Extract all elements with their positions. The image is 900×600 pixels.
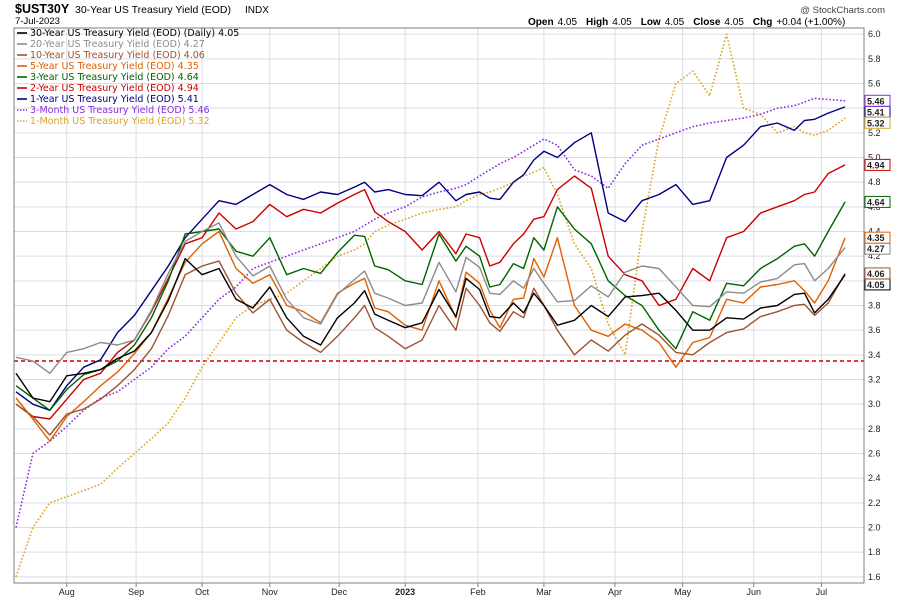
x-tick-label: Nov (262, 587, 279, 597)
legend-entry: 10-Year US Treasury Yield (EOD) 4.06 (30, 50, 205, 61)
y-tick-label: 6.0 (868, 29, 881, 39)
legend-entry: 5-Year US Treasury Yield (EOD) 4.35 (30, 61, 199, 72)
date-label: 7-Jul-2023 (15, 16, 60, 27)
y-tick-label: 2.2 (868, 498, 881, 508)
last-value-badge: 4.94 (864, 158, 891, 171)
y-tick-label: 5.8 (868, 54, 881, 64)
y-tick-label: 1.6 (868, 572, 881, 582)
x-tick-label: May (674, 587, 692, 597)
y-tick-label: 3.0 (868, 399, 881, 409)
x-tick-label: Mar (536, 587, 552, 597)
series-line-1 (15, 222, 846, 374)
legend: 30-Year US Treasury Yield (EOD) (Daily) … (17, 28, 239, 127)
ohlc-label: Open (528, 17, 554, 28)
y-tick-label: 3.6 (868, 325, 881, 335)
y-tick-label: 2.4 (868, 473, 881, 483)
last-value-badge: 5.46 (864, 94, 891, 107)
x-tick-label: Apr (608, 587, 622, 597)
last-value-badge: 4.64 (864, 195, 891, 208)
symbol-title: $UST30Y (15, 2, 70, 16)
last-value-text: 4.27 (867, 244, 885, 254)
y-tick-label: 2.8 (868, 424, 881, 434)
series-line-7 (15, 97, 846, 528)
legend-entry: 1-Month US Treasury Yield (EOD) 5.32 (30, 116, 210, 127)
last-value-text: 5.32 (867, 118, 885, 128)
series-line-3 (15, 230, 846, 442)
legend-entry: 20-Year US Treasury Yield (EOD) 4.27 (30, 39, 205, 50)
ohlc-readout: Open 4.05 High 4.05 Low 4.05 Close 4.05 Chg +0.04… (528, 17, 845, 28)
last-value-badges: 4.05 4.27 4.06 4.35 4.64 4.94 5.415.46 5.32 (864, 94, 891, 291)
ohlc-label: Low (641, 17, 661, 28)
x-axis-ticks: Aug Sep Oct Nov Dec 2023 Feb Mar Apr May Jun Jul (59, 583, 827, 597)
last-value-text: 4.35 (867, 233, 885, 243)
ohlc-value: 4.05 (612, 17, 632, 28)
last-value-text: 4.06 (867, 269, 885, 279)
symbol-name: 30-Year US Treasury Yield (EOD) (75, 4, 231, 16)
legend-entry: 3-Month US Treasury Yield (EOD) 5.46 (30, 105, 210, 116)
legend-entry: 2-Year US Treasury Yield (EOD) 4.94 (30, 83, 199, 94)
x-tick-label: Oct (195, 587, 210, 597)
last-value-text: 4.94 (867, 160, 885, 170)
y-tick-label: 1.8 (868, 547, 881, 557)
legend-entry: 30-Year US Treasury Yield (EOD) (Daily) … (30, 28, 239, 39)
legend-entry: 3-Year US Treasury Yield (EOD) 4.64 (30, 72, 199, 83)
last-value-text: 4.05 (867, 280, 885, 290)
y-tick-label: 4.8 (868, 177, 881, 187)
series-line-0 (15, 257, 846, 403)
y-tick-label: 5.0 (868, 153, 881, 163)
last-value-text: 4.64 (867, 197, 885, 207)
last-value-badge: 5.41 (864, 105, 891, 118)
ohlc-value: 4.05 (665, 17, 685, 28)
x-tick-label: Sep (128, 587, 144, 597)
ohlc-value: 4.05 (558, 17, 578, 28)
ohlc-value: 4.05 (724, 17, 744, 28)
last-value-badge: 5.32 (864, 116, 891, 129)
y-tick-label: 5.2 (868, 128, 881, 138)
y-axis-ticks: 1.61.82.02.22.42.62.83.03.23.43.63.84.04… (868, 29, 881, 582)
plot-frame (13, 27, 865, 584)
series-line-5 (15, 164, 846, 420)
exchange-label: INDX (245, 5, 269, 16)
x-tick-label: Aug (59, 587, 75, 597)
series-line-6 (15, 106, 846, 411)
ohlc-label: Close (693, 17, 721, 28)
ohlc-label: Chg (753, 17, 772, 28)
last-value-text: 5.46 (867, 96, 885, 106)
x-tick-label: 2023 (395, 587, 415, 597)
y-tick-label: 3.2 (868, 375, 881, 385)
y-tick-label: 4.4 (868, 227, 881, 237)
y-tick-label: 3.8 (868, 301, 881, 311)
series-line-8 (15, 33, 846, 578)
legend-entry: 1-Year US Treasury Yield (EOD) 5.41 (30, 94, 199, 105)
x-tick-label: Dec (331, 587, 348, 597)
last-value-badge: 4.35 (864, 231, 891, 244)
last-value-badge: 4.06 (864, 267, 891, 280)
y-tick-label: 3.4 (868, 350, 881, 360)
y-tick-label: 4.2 (868, 251, 881, 261)
watermark: @ StockCharts.com (800, 5, 885, 16)
series-line-4 (15, 201, 846, 411)
series-line-2 (15, 260, 846, 436)
x-tick-label: Jul (816, 587, 828, 597)
y-tick-label: 5.6 (868, 79, 881, 89)
ohlc-label: High (586, 17, 608, 28)
y-tick-label: 2.6 (868, 449, 881, 459)
last-value-badge: 4.05 (864, 278, 891, 291)
y-tick-label: 2.0 (868, 523, 881, 533)
series-layer (15, 33, 846, 578)
last-value-text: 5.41 (867, 107, 885, 117)
last-value-badge: 4.27 (864, 242, 891, 255)
x-tick-label: Feb (470, 587, 486, 597)
ohlc-value: +0.04 (+1.00%) (776, 17, 845, 28)
x-tick-label: Jun (746, 587, 761, 597)
